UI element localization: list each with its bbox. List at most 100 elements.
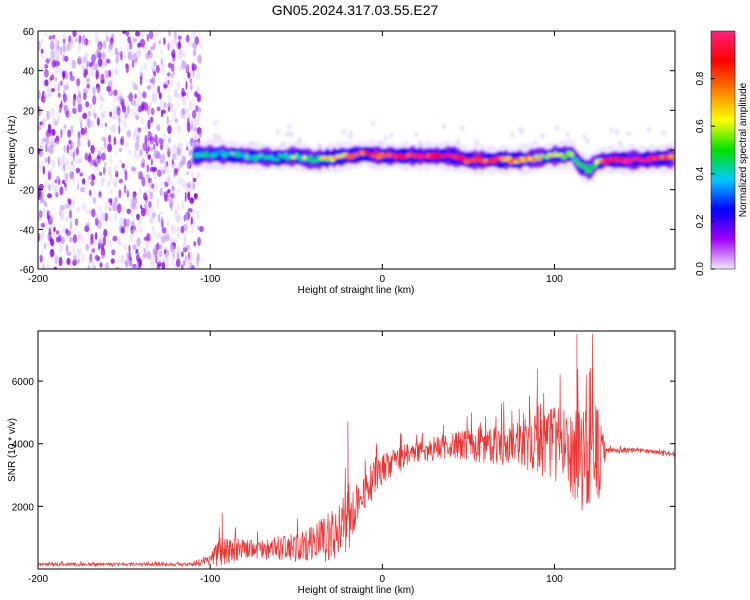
noise-speckle: [150, 116, 153, 123]
noise-speckle: [147, 78, 150, 84]
noise-speckle: [38, 212, 42, 218]
noise-speckle: [52, 233, 58, 239]
noise-speckle: [76, 247, 81, 258]
noise-speckle: [95, 49, 100, 59]
x-tick-label: -100: [200, 274, 220, 285]
band-core-blob: [508, 159, 515, 165]
noise-speckle: [98, 205, 101, 212]
noise-speckle: [194, 120, 197, 131]
noise-speckle: [150, 261, 155, 269]
noise-speckle: [114, 47, 118, 56]
noise-speckle: [145, 195, 148, 204]
noise-speckle: [80, 236, 85, 243]
noise-speckle: [139, 75, 143, 86]
noise-speckle: [70, 39, 74, 49]
noise-speckle: [114, 216, 117, 222]
noise-speckle: [138, 171, 143, 180]
noise-speckle: [107, 166, 113, 175]
noise-speckle: [138, 186, 142, 196]
band-scatter-blob: [585, 138, 590, 144]
band-scatter-blob: [285, 131, 290, 137]
noise-speckle: [38, 260, 41, 269]
noise-speckle: [135, 153, 141, 160]
noise-speckle: [55, 38, 59, 45]
band-scatter-blob: [192, 133, 197, 139]
band-scatter-blob: [460, 125, 465, 131]
noise-speckle: [134, 141, 140, 151]
noise-speckle: [192, 117, 197, 123]
noise-speckle: [168, 62, 172, 69]
y-tick-label: -40: [20, 225, 35, 236]
noise-speckle: [141, 255, 145, 261]
noise-speckle: [88, 239, 92, 249]
noise-speckle: [111, 249, 116, 256]
noise-speckle: [125, 190, 129, 197]
noise-speckle: [170, 192, 176, 199]
noise-speckle: [147, 112, 151, 120]
noise-speckle: [153, 250, 158, 258]
noise-speckle: [108, 206, 112, 212]
noise-speckle: [58, 256, 63, 267]
snr-axes: -200 -100 0 100 2000 4000 6000: [12, 331, 675, 585]
noise-speckle: [144, 239, 150, 249]
noise-speckle: [126, 130, 132, 138]
noise-speckle: [42, 165, 45, 175]
band-scatter-blob: [216, 134, 221, 140]
noise-speckle: [123, 184, 127, 194]
noise-speckle: [151, 91, 156, 102]
noise-speckle: [151, 225, 155, 230]
noise-speckle: [139, 149, 143, 157]
snr-series: [38, 334, 675, 568]
band-scatter-blob: [609, 127, 614, 133]
noise-speckle: [150, 78, 154, 84]
noise-speckle: [122, 31, 127, 35]
noise-speckle: [67, 165, 72, 173]
noise-speckle: [62, 93, 67, 103]
noise-speckle: [172, 185, 176, 194]
band-core-blob: [523, 158, 528, 164]
noise-speckle: [104, 69, 110, 79]
noise-speckle: [59, 45, 63, 56]
noise-speckle: [94, 217, 99, 226]
noise-speckle: [76, 94, 82, 104]
noise-speckle: [69, 71, 73, 77]
noise-speckle: [88, 175, 93, 181]
noise-speckle: [140, 204, 143, 210]
noise-speckle: [91, 54, 96, 63]
noise-speckle: [160, 58, 163, 66]
noise-speckle: [121, 118, 127, 126]
noise-speckle: [185, 161, 190, 169]
noise-speckle: [77, 177, 80, 186]
noise-speckle: [117, 236, 121, 245]
noise-speckle: [173, 153, 179, 161]
noise-speckle: [186, 171, 189, 176]
noise-speckle: [106, 58, 111, 64]
band-core-blob: [275, 158, 280, 162]
noise-speckle: [63, 203, 68, 211]
signal-band: [191, 120, 675, 185]
y-tick-label: 0: [28, 146, 34, 157]
noise-speckle: [136, 171, 140, 177]
noise-speckle: [152, 227, 156, 236]
noise-speckle: [63, 104, 67, 111]
chart-title: GN05.2024.317.03.55.E27: [271, 2, 439, 18]
noise-speckle: [142, 91, 147, 99]
noise-speckle: [79, 172, 83, 177]
noise-speckle: [70, 161, 74, 166]
noise-speckle: [99, 262, 103, 268]
noise-speckle: [59, 186, 64, 196]
noise-speckle: [126, 190, 129, 198]
noise-speckle: [62, 124, 67, 133]
noise-speckle: [158, 244, 162, 250]
noise-speckle: [137, 42, 142, 48]
noise-speckle: [122, 55, 127, 60]
noise-speckle: [48, 227, 52, 235]
noise-speckle: [188, 149, 193, 157]
noise-speckle: [66, 257, 71, 265]
noise-speckle: [154, 32, 159, 38]
noise-speckle: [139, 226, 143, 234]
noise-speckle: [72, 31, 77, 38]
noise-speckle: [120, 254, 125, 259]
noise-speckle: [168, 81, 174, 87]
noise-speckle: [55, 60, 59, 66]
